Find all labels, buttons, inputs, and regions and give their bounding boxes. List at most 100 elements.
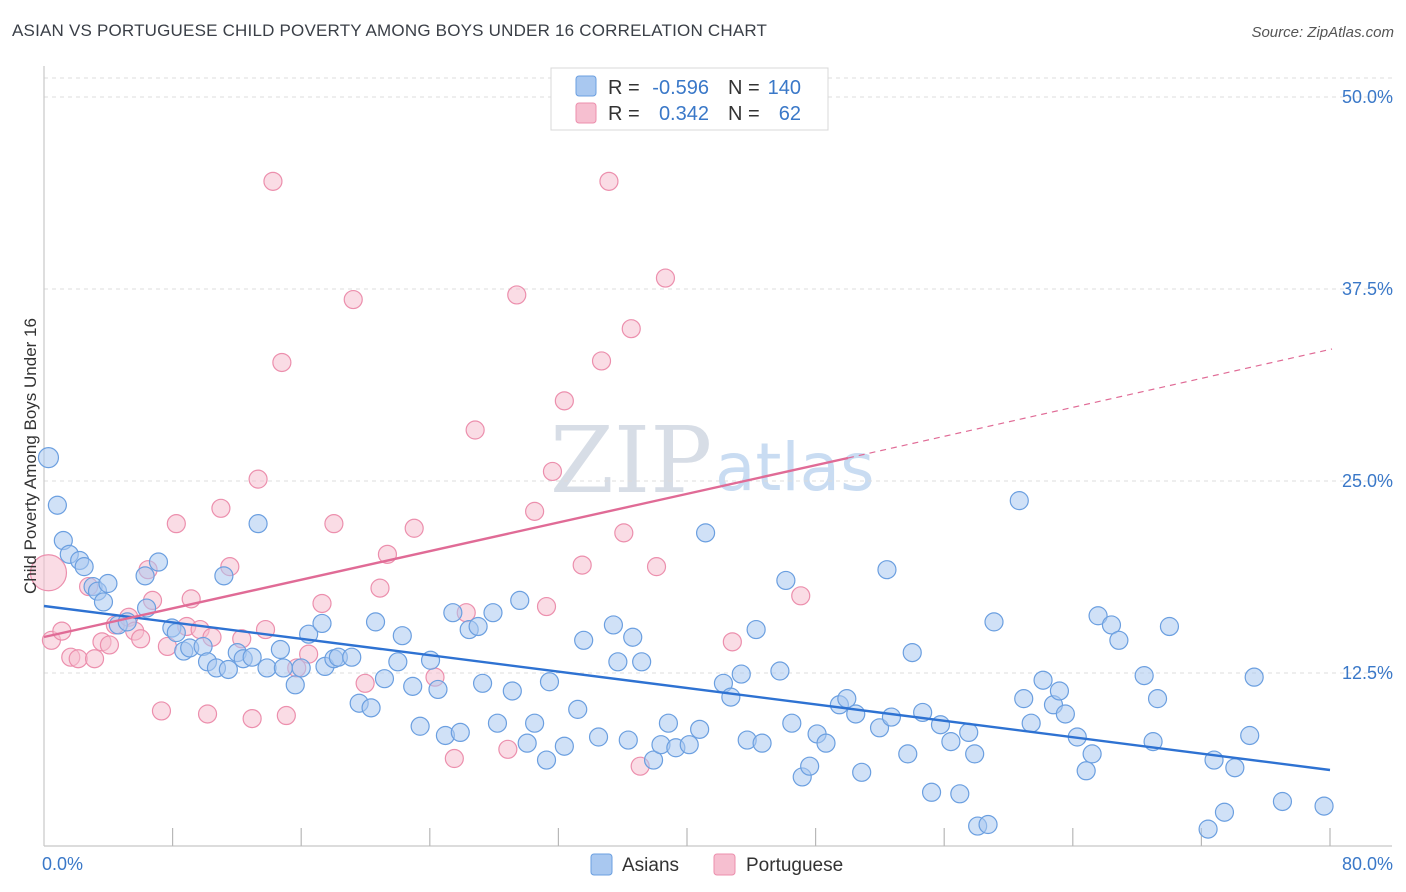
- asian-point: [881, 707, 902, 727]
- asian-point: [782, 713, 802, 733]
- legend-swatch-asians: [575, 75, 597, 97]
- portuguese-point: [507, 285, 527, 305]
- asian-point: [285, 675, 305, 695]
- asian-point: [291, 658, 311, 678]
- asian-point: [623, 627, 643, 647]
- portuguese-point: [542, 461, 563, 482]
- asian-point: [643, 750, 664, 770]
- asian-point: [869, 718, 890, 738]
- y-tick-label: 50.0%: [1342, 87, 1393, 107]
- asian-point: [1314, 796, 1334, 816]
- portuguese-point: [211, 498, 231, 518]
- asian-point: [410, 716, 430, 736]
- watermark-zip: ZIP: [550, 407, 712, 514]
- bottom-legend-label-portuguese: Portuguese: [746, 855, 843, 876]
- portuguese-point: [166, 514, 186, 534]
- portuguese-point: [404, 518, 424, 538]
- asian-point: [776, 570, 796, 591]
- asian-point: [74, 557, 94, 577]
- asian-point: [487, 713, 508, 733]
- asian-point: [342, 647, 362, 667]
- asian-point: [1055, 704, 1075, 724]
- asian-point: [1272, 791, 1293, 812]
- legend-box: R = -0.596 N = 140 R = 0.342 N = 62: [550, 67, 829, 131]
- asian-point: [852, 762, 872, 782]
- asian-point: [472, 673, 493, 693]
- asian-point: [502, 681, 522, 701]
- asian-point: [770, 661, 790, 681]
- asian-point: [361, 698, 381, 718]
- legend-r-value-portuguese: 0.342: [659, 103, 709, 125]
- asian-point: [632, 652, 652, 672]
- asian-point: [47, 495, 67, 515]
- x-tick-label: 0.0%: [42, 854, 83, 874]
- portuguese-point: [248, 469, 268, 489]
- y-tick-label: 25.0%: [1342, 471, 1393, 491]
- portuguese-point: [536, 596, 557, 617]
- portuguese-point: [591, 351, 612, 371]
- asian-trend-line: [43, 604, 1331, 772]
- legend-n-value-asians: 140: [768, 77, 801, 99]
- portuguese-point: [197, 704, 218, 724]
- portuguese-point: [370, 578, 390, 598]
- asian-point: [752, 733, 772, 753]
- trend-layer: [43, 348, 1333, 772]
- bottom-legend-label-asians: Asians: [622, 855, 679, 876]
- portuguese-point: [276, 705, 296, 726]
- asian-point: [388, 652, 408, 672]
- asian-point: [816, 733, 836, 753]
- asian-point: [1240, 725, 1260, 746]
- portuguese-trend-extension: [847, 348, 1333, 459]
- legend-r-label-asians: R =: [608, 77, 640, 99]
- asian-point: [1134, 666, 1154, 686]
- portuguese-point: [324, 514, 344, 534]
- asian-point: [898, 744, 918, 764]
- asian-point: [1101, 615, 1122, 635]
- portuguese-point: [655, 268, 676, 288]
- asian-point: [658, 713, 679, 733]
- legend-n-value-portuguese: 62: [779, 103, 801, 125]
- portuguese-point: [722, 632, 742, 652]
- portuguese-point: [131, 629, 151, 649]
- asian-point: [214, 566, 234, 586]
- asian-point: [1214, 802, 1235, 822]
- portuguese-point: [465, 420, 485, 440]
- asian-point: [148, 552, 169, 572]
- portuguese-point: [99, 635, 120, 655]
- asian-point: [800, 756, 820, 776]
- asian-point: [248, 514, 268, 534]
- asian-point: [941, 732, 961, 752]
- bottom-legend-swatch-portuguese: [713, 853, 736, 876]
- asian-point: [1033, 670, 1053, 690]
- asian-point: [483, 603, 503, 623]
- asian-point: [721, 687, 741, 707]
- asian-point: [731, 664, 751, 684]
- asian-point: [1159, 616, 1180, 637]
- portuguese-point: [599, 171, 619, 191]
- asian-point: [554, 736, 574, 756]
- asian-point: [1109, 630, 1129, 650]
- portuguese-point: [29, 554, 68, 592]
- portuguese-point: [84, 649, 105, 669]
- portuguese-point: [621, 319, 641, 339]
- asian-point: [1088, 606, 1108, 626]
- asian-point: [218, 659, 238, 680]
- y-tick-label: 12.5%: [1342, 663, 1393, 683]
- asian-point: [135, 566, 155, 586]
- asian-point: [950, 784, 970, 804]
- asian-point: [1082, 744, 1102, 764]
- watermark-atlas: atlas: [715, 429, 875, 506]
- asian-point: [443, 603, 463, 623]
- asian-point: [365, 612, 386, 632]
- portuguese-point: [242, 708, 262, 729]
- portuguese-point: [525, 501, 545, 521]
- portuguese-point: [791, 586, 811, 606]
- asian-point: [959, 722, 979, 743]
- asian-point: [1198, 819, 1218, 839]
- portuguese-point: [554, 391, 574, 411]
- portuguese-point: [312, 593, 332, 614]
- asian-point: [679, 735, 699, 755]
- asian-point: [1147, 689, 1168, 709]
- asian-point: [403, 676, 423, 696]
